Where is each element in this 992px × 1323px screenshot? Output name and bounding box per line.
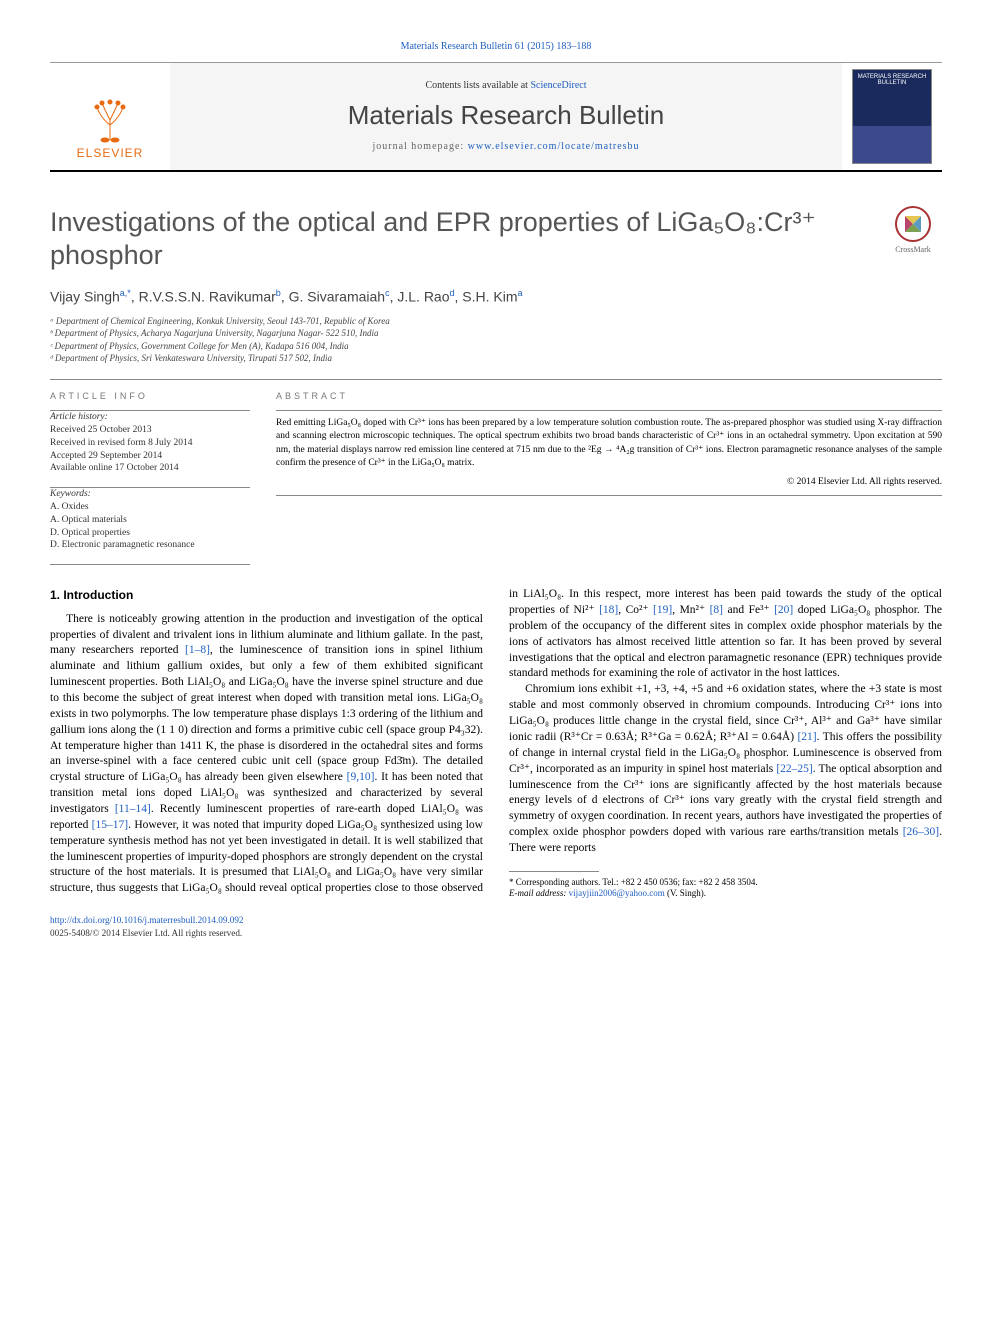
- citation-link[interactable]: [8]: [710, 604, 723, 616]
- affiliations: ᵃ Department of Chemical Engineering, Ko…: [50, 315, 942, 365]
- body-columns: 1. Introduction There is noticeably grow…: [50, 587, 942, 900]
- citation-link[interactable]: [18]: [599, 604, 618, 616]
- footnote-line: * Corresponding authors. Tel.: +82 2 450…: [509, 877, 942, 889]
- elsevier-tree-icon: [85, 95, 135, 145]
- crossmark-badge[interactable]: CrossMark: [884, 206, 942, 256]
- homepage-prefix: journal homepage:: [372, 141, 467, 152]
- history-line: Received 25 October 2013: [50, 424, 250, 437]
- doi-block: http://dx.doi.org/10.1016/j.materresbull…: [50, 914, 942, 939]
- email-label: E-mail address:: [509, 888, 569, 898]
- journal-cover-icon: MATERIALS RESEARCH BULLETIN: [852, 69, 932, 164]
- citation-link[interactable]: [19]: [653, 604, 672, 616]
- abstract-heading: ABSTRACT: [276, 390, 942, 402]
- citation-link[interactable]: [1–8]: [185, 644, 210, 656]
- cover-thumb-block: MATERIALS RESEARCH BULLETIN: [842, 63, 942, 170]
- email-link[interactable]: vijayjiin2006@yahoo.com: [569, 888, 665, 898]
- abstract-text: Red emitting LiGa₅O₈ doped with Cr³⁺ ion…: [276, 417, 942, 470]
- crossmark-icon: [895, 206, 931, 242]
- history-line: Accepted 29 September 2014: [50, 450, 250, 463]
- affiliation-line: ᵇ Department of Physics, Acharya Nagarju…: [50, 327, 942, 340]
- email-suffix: (V. Singh).: [665, 888, 706, 898]
- affiliation-line: ᶜ Department of Physics, Government Coll…: [50, 340, 942, 353]
- citation-link[interactable]: [20]: [774, 604, 793, 616]
- cover-text: MATERIALS RESEARCH BULLETIN: [857, 74, 927, 87]
- citation-link[interactable]: [26–30]: [903, 826, 939, 838]
- corresponding-author-footnote: * Corresponding authors. Tel.: +82 2 450…: [509, 877, 942, 900]
- publisher-name: ELSEVIER: [77, 145, 144, 161]
- divider: [50, 564, 250, 565]
- divider: [276, 410, 942, 411]
- authors: Vijay Singha,*, R.V.S.S.N. Ravikumarb, G…: [50, 287, 942, 307]
- affiliation-line: ᵈ Department of Physics, Sri Venkateswar…: [50, 352, 942, 365]
- history-line: Received in revised form 8 July 2014: [50, 437, 250, 450]
- homepage-line: journal homepage: www.elsevier.com/locat…: [372, 140, 639, 154]
- abstract-panel: ABSTRACT Red emitting LiGa₅O₈ doped with…: [276, 390, 942, 565]
- doi-link[interactable]: http://dx.doi.org/10.1016/j.materresbull…: [50, 915, 244, 925]
- body-text: , Co²⁺: [618, 604, 653, 616]
- citation-link[interactable]: [11–14]: [115, 803, 151, 815]
- section-heading: 1. Introduction: [50, 587, 483, 604]
- article-info-panel: ARTICLE INFO Article history: Received 2…: [50, 390, 250, 565]
- contents-prefix: Contents lists available at: [425, 80, 530, 91]
- keyword-line: A. Optical materials: [50, 514, 250, 527]
- sciencedirect-link[interactable]: ScienceDirect: [530, 80, 586, 91]
- affiliation-line: ᵃ Department of Chemical Engineering, Ko…: [50, 315, 942, 328]
- abstract-copyright: © 2014 Elsevier Ltd. All rights reserved…: [276, 476, 942, 489]
- homepage-link[interactable]: www.elsevier.com/locate/matresbu: [468, 141, 640, 152]
- journal-header-band: ELSEVIER Contents lists available at Sci…: [50, 62, 942, 172]
- body-paragraph: Chromium ions exhibit +1, +3, +4, +5 and…: [509, 682, 942, 856]
- body-text: , the luminescence of transition ions in…: [50, 644, 483, 783]
- article-title: Investigations of the optical and EPR pr…: [50, 206, 870, 274]
- journal-name: Materials Research Bulletin: [348, 98, 664, 133]
- contents-line: Contents lists available at ScienceDirec…: [425, 79, 586, 93]
- header-center: Contents lists available at ScienceDirec…: [170, 63, 842, 170]
- citation-link[interactable]: [21]: [797, 731, 816, 743]
- publisher-block: ELSEVIER: [50, 63, 170, 170]
- divider: [50, 379, 942, 380]
- issn-line: 0025-5408/© 2014 Elsevier Ltd. All right…: [50, 927, 942, 939]
- citation-link[interactable]: [9,10]: [347, 771, 375, 783]
- history-line: Available online 17 October 2014: [50, 462, 250, 475]
- citation-link[interactable]: [15–17]: [92, 819, 128, 831]
- keywords-label: Keywords:: [50, 488, 250, 501]
- body-text: , Mn²⁺: [672, 604, 709, 616]
- article-info-heading: ARTICLE INFO: [50, 390, 250, 402]
- issue-reference[interactable]: Materials Research Bulletin 61 (2015) 18…: [50, 40, 942, 54]
- body-text: and Fe³⁺: [723, 604, 774, 616]
- footnote-divider: [509, 871, 599, 872]
- keyword-line: D. Electronic paramagnetic resonance: [50, 539, 250, 552]
- history-label: Article history:: [50, 411, 250, 424]
- citation-link[interactable]: [22–25]: [776, 763, 812, 775]
- keyword-line: D. Optical properties: [50, 527, 250, 540]
- divider: [276, 495, 942, 496]
- keyword-line: A. Oxides: [50, 501, 250, 514]
- crossmark-label: CrossMark: [895, 245, 931, 256]
